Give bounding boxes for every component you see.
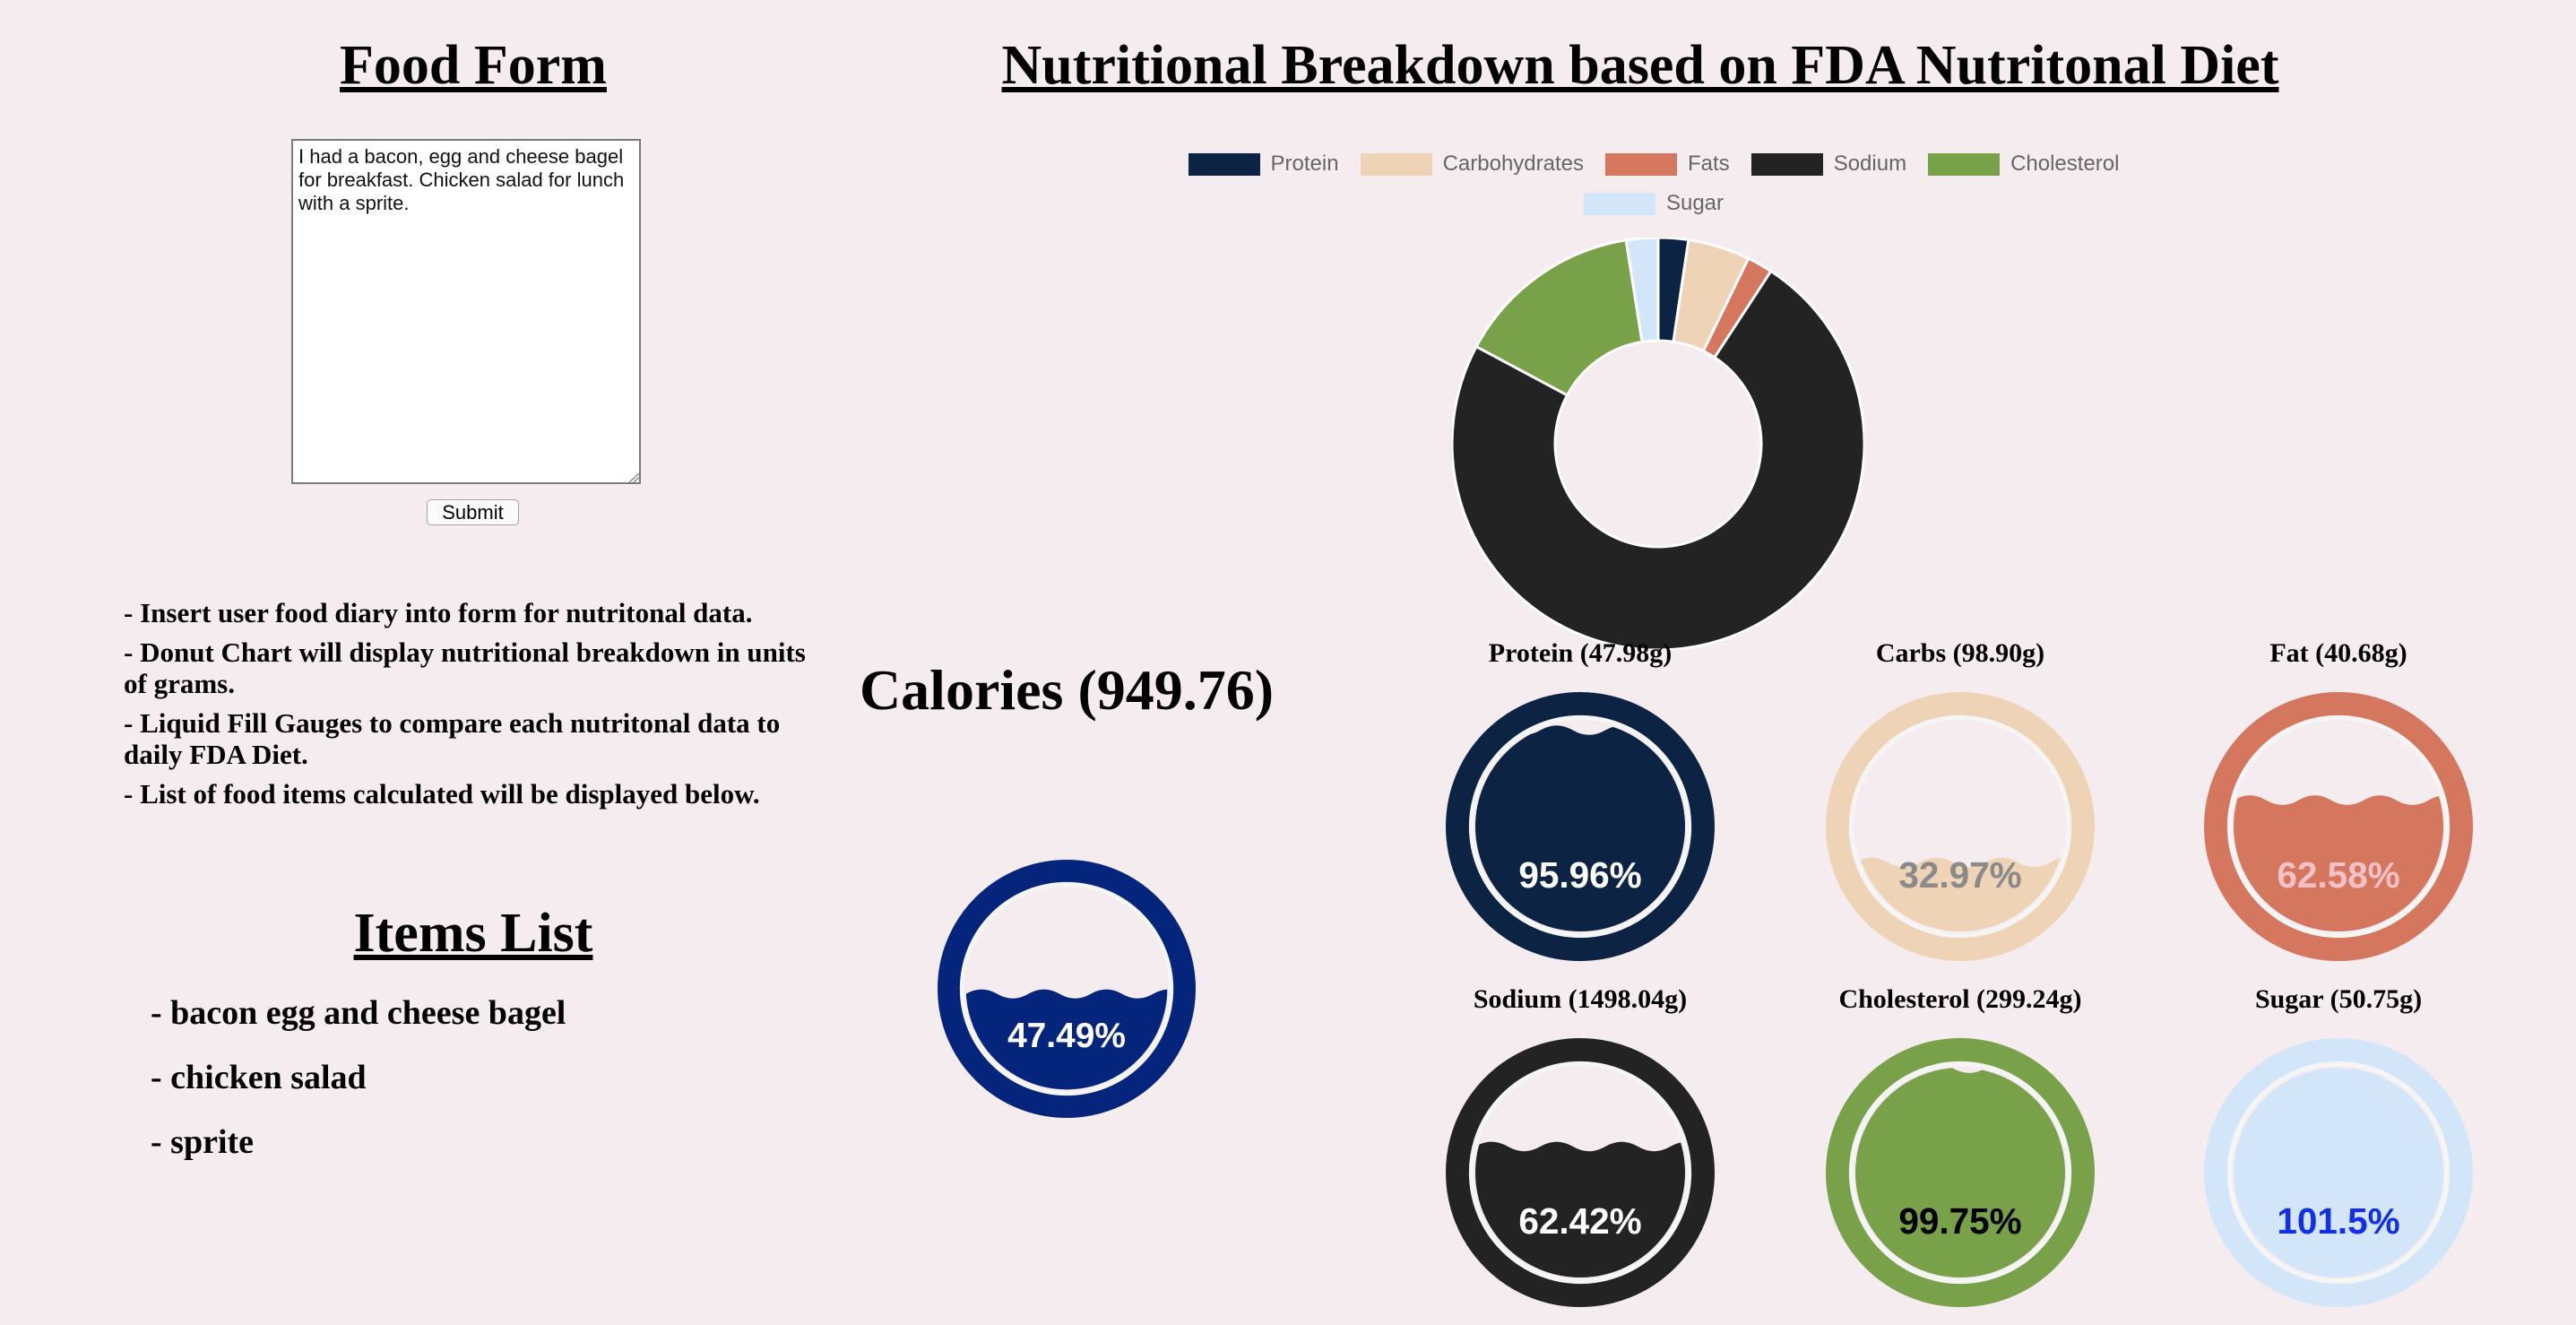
legend-item-fats[interactable]: Fats (1605, 151, 1730, 178)
liquid-fill-gauge: 47.49% (937, 859, 1197, 1119)
legend-item-protein[interactable]: Protein (1188, 151, 1339, 178)
gauge-inner-ring (959, 881, 1174, 1096)
legend-item-cholesterol[interactable]: Cholesterol (1928, 151, 2119, 178)
gauge-inner-ring (1468, 1061, 1692, 1285)
instruction-item: - Insert user food diary into form for n… (124, 597, 753, 628)
gauge-ring (2204, 1038, 2473, 1307)
liquid-fill-gauge: 62.42% (1446, 1038, 1715, 1307)
legend-swatch (1750, 152, 1823, 176)
gauge-label: Sugar (50.75g) (2254, 984, 2423, 1014)
items-list-title: Items List (353, 903, 593, 964)
food-form-title: Food Form (340, 35, 607, 96)
gauge-label: Fat (40.68g) (2269, 638, 2407, 668)
list-item: - sprite (151, 1123, 255, 1161)
donut-chart (1452, 238, 1864, 650)
gauge-inner-ring (1848, 1061, 2072, 1285)
liquid-fill-gauge: 62.58% (2204, 692, 2473, 961)
gauge-liquid (2234, 1068, 2443, 1277)
gauge-ring (1446, 1038, 1715, 1307)
gauge-percent-text: 62.58% (2277, 854, 2399, 896)
legend-label: Protein (1270, 152, 1339, 176)
list-item: - chicken salad (151, 1059, 367, 1096)
food-diary-textarea[interactable]: I had a bacon, egg and cheese bagel for … (291, 139, 641, 484)
gauge-inner-ring (1468, 714, 1692, 939)
legend-swatch (1188, 152, 1260, 176)
legend-label: Carbohydrates (1442, 152, 1584, 176)
donut-slice-sodium[interactable] (1452, 269, 1864, 650)
donut-slice-cholesterol[interactable] (1474, 238, 1644, 397)
gauge-label: Carbs (98.90g) (1875, 638, 2045, 668)
list-item: - bacon egg and cheese bagel (151, 994, 566, 1032)
legend-label: Fats (1688, 152, 1730, 176)
items-list: - bacon egg and cheese bagel - chicken s… (151, 993, 566, 1187)
chart-legend: Protein Carbohydrates Fats Sodium Cholestero… (1156, 151, 2151, 217)
gauge-inner-ring (2226, 1061, 2451, 1285)
calories-label: Calories (949.76) (859, 658, 1275, 722)
gauge-inner-ring (1848, 714, 2072, 939)
gauge-ring (1826, 692, 2095, 961)
gauge-ring (937, 859, 1197, 1119)
donut-slice-sugar[interactable] (1624, 238, 1660, 344)
liquid-fill-gauge: 32.97% (1826, 692, 2095, 961)
gauge-liquid (1475, 725, 1685, 931)
instruction-item: - List of food items calculated will be … (124, 778, 760, 810)
gauge-ring (1446, 692, 1715, 961)
gauge-percent-text: 101.5% (2277, 1200, 2399, 1242)
legend-swatch (1583, 192, 1655, 215)
liquid-fill-gauge: 99.75% (1826, 1038, 2095, 1307)
gauge-percent-text: 95.96% (1518, 854, 1641, 896)
gauge-percent-text: 99.75% (1898, 1200, 2021, 1242)
nutritional-breakdown-title: Nutritional Breakdown based on FDA Nutri… (1001, 35, 2279, 96)
legend-item-sodium[interactable]: Sodium (1750, 151, 1907, 178)
gauge-percent-text: 32.97% (1898, 854, 2021, 896)
legend-swatch (1605, 152, 1677, 176)
gauge-liquid (1855, 1068, 2065, 1277)
gauge-liquid (2234, 795, 2443, 931)
legend-item-carbohydrates[interactable]: Carbohydrates (1360, 151, 1584, 178)
gauge-percent-text: 62.42% (1518, 1200, 1641, 1242)
legend-label: Sugar (1665, 191, 1725, 215)
gauge-ring (2204, 692, 2473, 961)
legend-item-sugar[interactable]: Sugar (1583, 190, 1725, 217)
gauge-ring (1826, 1038, 2095, 1307)
instruction-item: - Donut Chart will display nutritional b… (124, 637, 806, 699)
instruction-item: - Liquid Fill Gauges to compare each nut… (124, 707, 781, 770)
instructions-list: - Insert user food diary into form for n… (124, 597, 823, 818)
resize-grip-icon[interactable] (627, 472, 640, 483)
gauge-liquid (1475, 1141, 1685, 1277)
gauge-label: Sodium (1498.04g) (1473, 984, 1688, 1014)
legend-label: Sodium (1833, 152, 1907, 176)
gauge-label: Cholesterol (299.24g) (1838, 984, 2082, 1014)
legend-swatch (1928, 152, 2001, 176)
submit-button[interactable]: Submit (427, 499, 519, 525)
legend-label: Cholesterol (2010, 152, 2120, 176)
liquid-fill-gauge: 95.96% (1446, 692, 1715, 961)
gauge-percent-text: 47.49% (1007, 1017, 1126, 1055)
legend-swatch (1360, 152, 1432, 176)
gauge-label: Protein (47.98g) (1488, 638, 1673, 668)
gauge-inner-ring (2226, 714, 2451, 939)
liquid-fill-gauge: 101.5% (2204, 1038, 2473, 1307)
